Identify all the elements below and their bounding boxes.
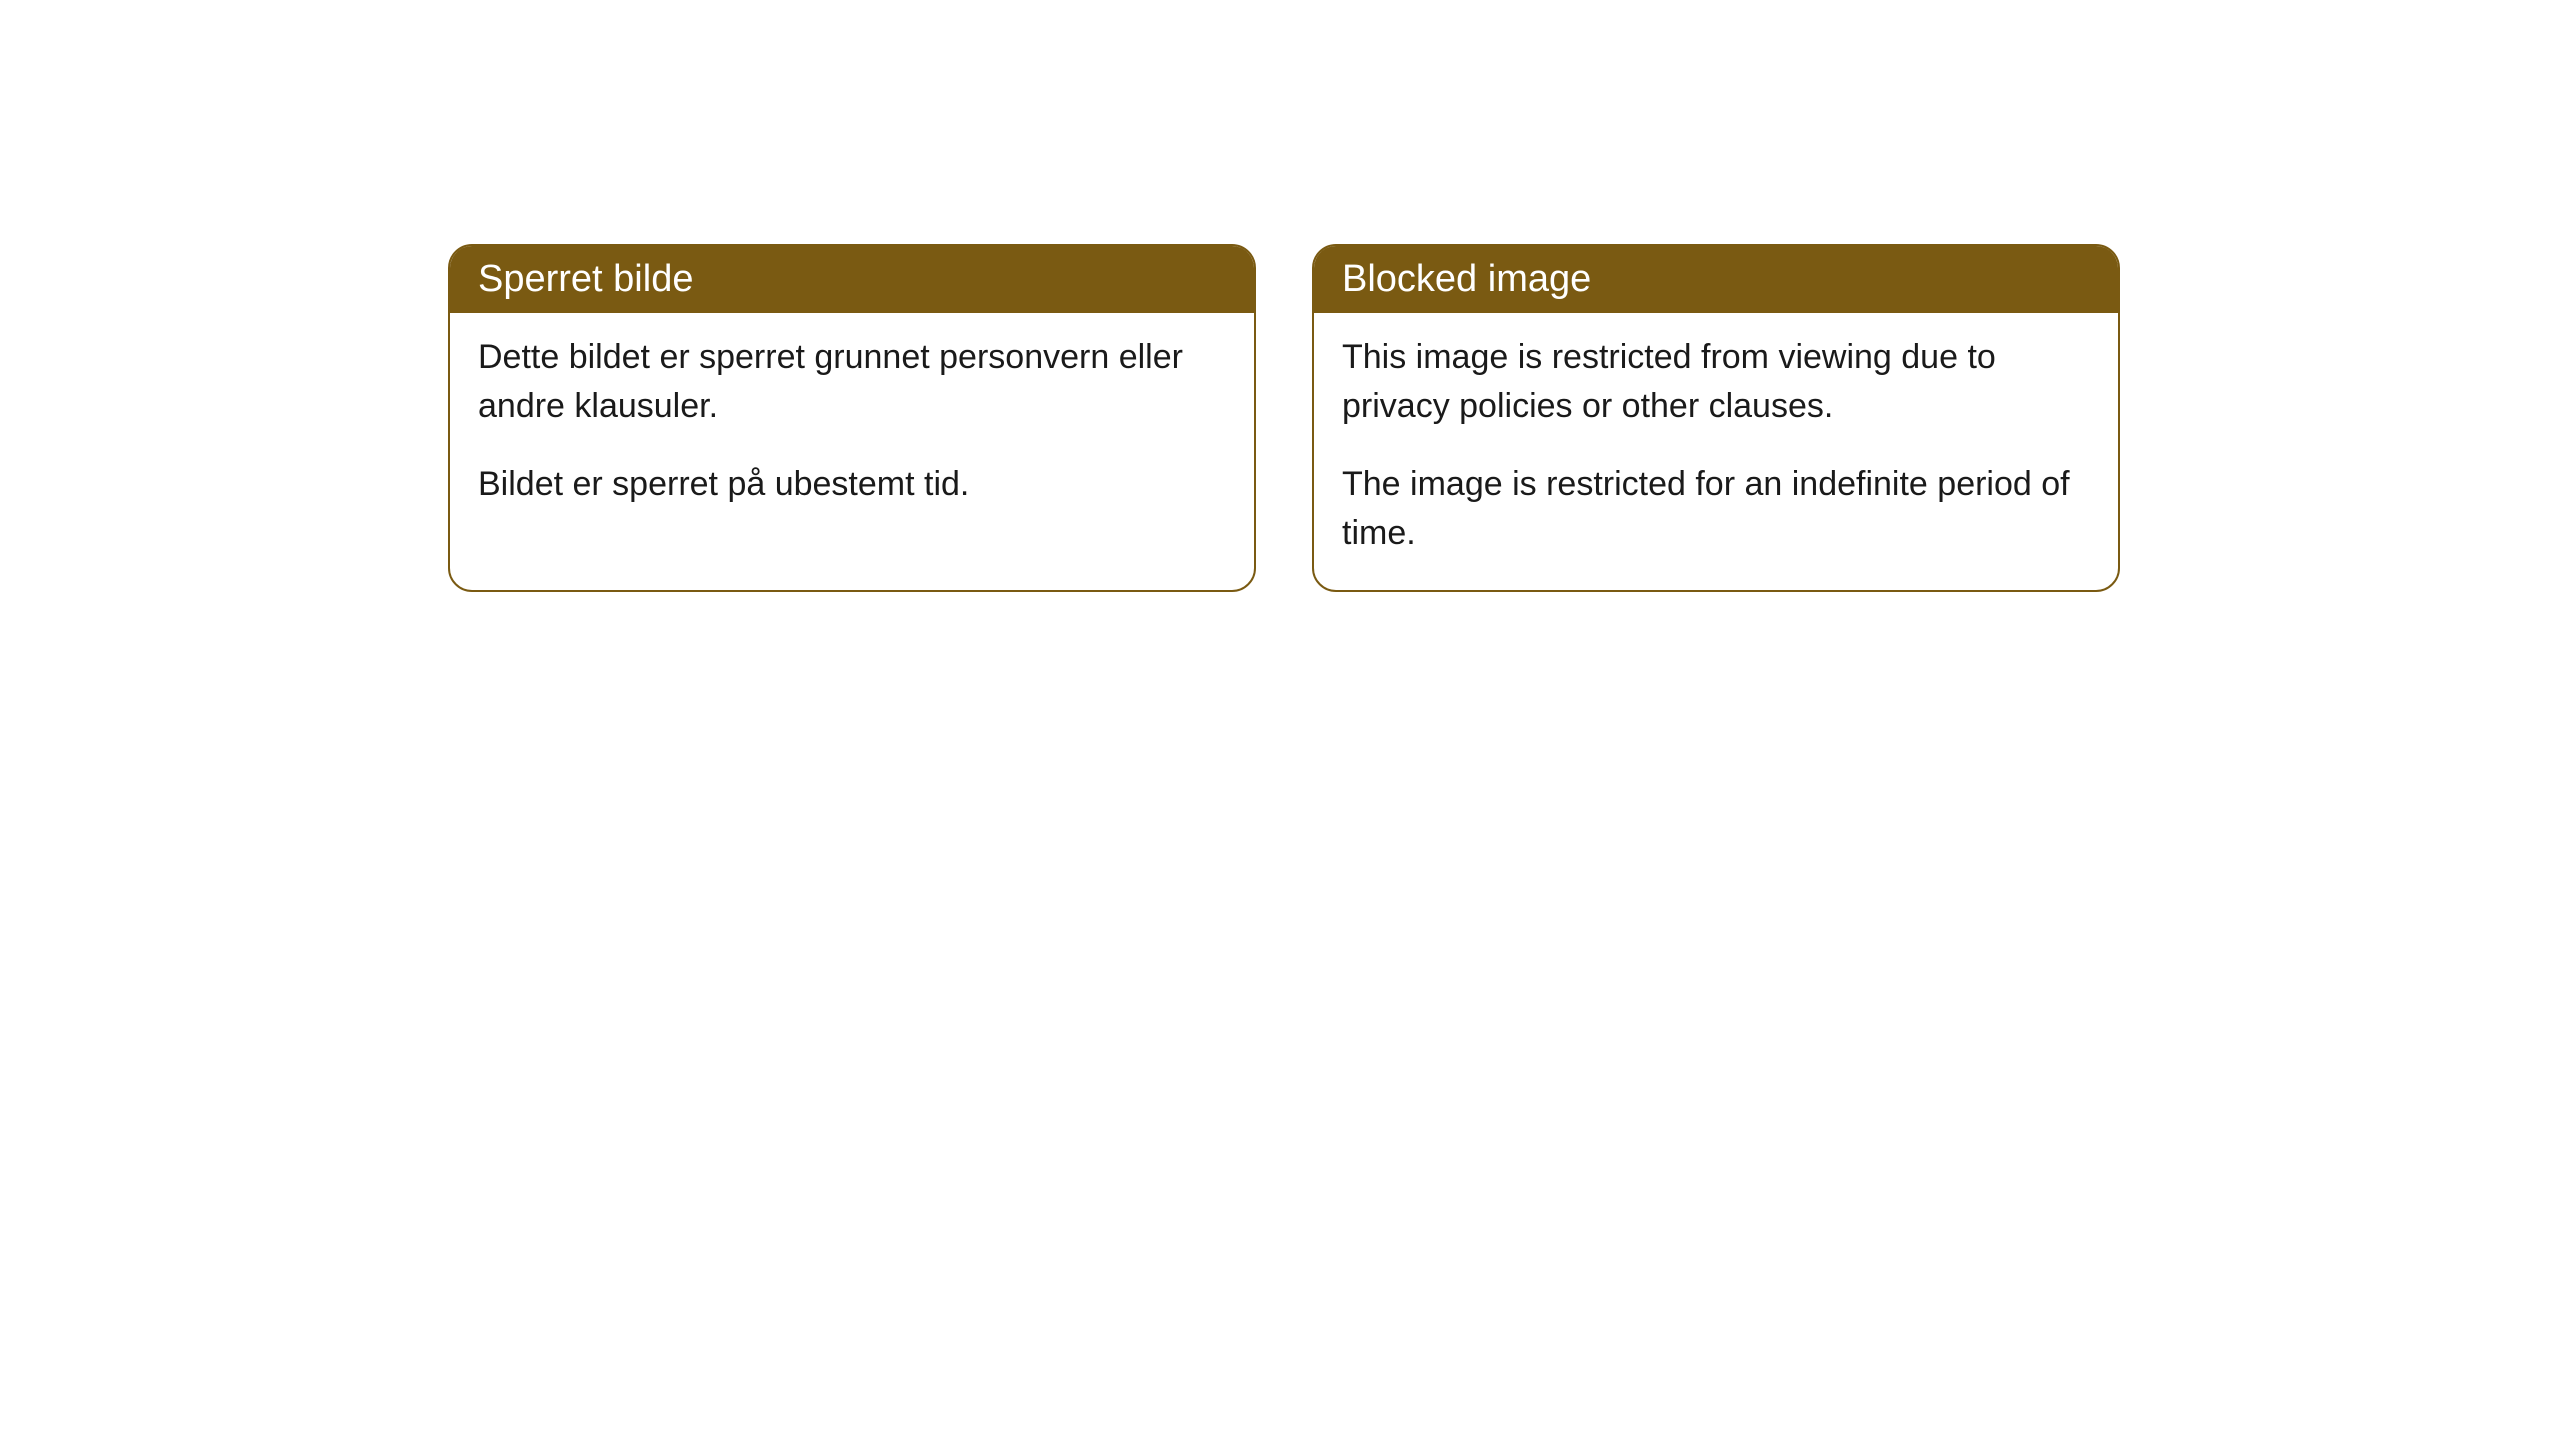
card-header: Sperret bilde	[450, 246, 1254, 313]
card-paragraph: This image is restricted from viewing du…	[1342, 333, 2090, 432]
card-body: Dette bildet er sperret grunnet personve…	[450, 313, 1254, 541]
card-body: This image is restricted from viewing du…	[1314, 313, 2118, 590]
notice-card-english: Blocked image This image is restricted f…	[1312, 244, 2120, 592]
notice-cards: Sperret bilde Dette bildet er sperret gr…	[448, 244, 2120, 592]
card-header: Blocked image	[1314, 246, 2118, 313]
card-paragraph: The image is restricted for an indefinit…	[1342, 460, 2090, 559]
card-paragraph: Bildet er sperret på ubestemt tid.	[478, 460, 1226, 509]
card-title: Sperret bilde	[478, 258, 693, 300]
notice-card-norwegian: Sperret bilde Dette bildet er sperret gr…	[448, 244, 1256, 592]
card-title: Blocked image	[1342, 258, 1591, 300]
card-paragraph: Dette bildet er sperret grunnet personve…	[478, 333, 1226, 432]
